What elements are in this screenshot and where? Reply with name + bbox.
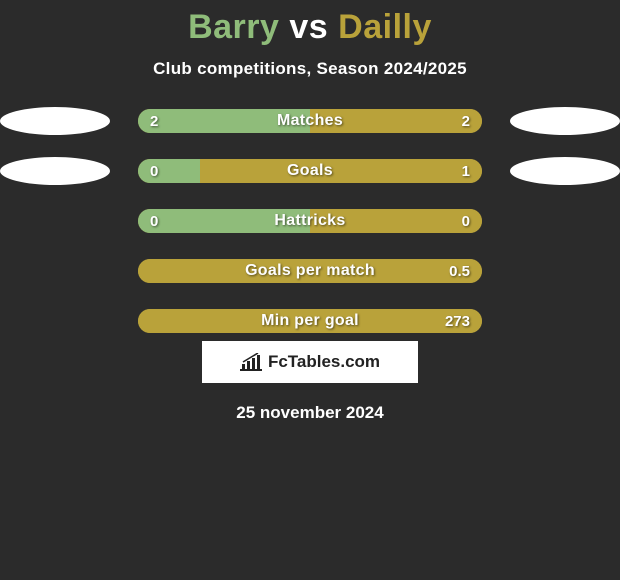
stat-row: 22Matches [0, 107, 620, 135]
brand-text: FcTables.com [268, 352, 380, 372]
stat-bar: 01Goals [138, 159, 482, 183]
spacer [0, 257, 110, 285]
stat-label: Goals per match [138, 259, 482, 283]
player1-name: Barry [188, 8, 279, 46]
chart-icon [240, 353, 262, 371]
spacer [510, 207, 620, 235]
stat-label: Matches [138, 109, 482, 133]
stat-bar: 0.5Goals per match [138, 259, 482, 283]
stat-label: Hattricks [138, 209, 482, 233]
stat-label: Min per goal [138, 309, 482, 333]
spacer [0, 207, 110, 235]
stat-row: 01Goals [0, 157, 620, 185]
comparison-card: Barry vs Dailly Club competitions, Seaso… [0, 0, 620, 423]
brand-badge: FcTables.com [202, 341, 418, 383]
player2-marker [510, 107, 620, 135]
stat-row: 273Min per goal [0, 307, 620, 335]
spacer [510, 307, 620, 335]
player1-marker [0, 157, 110, 185]
stat-row: 00Hattricks [0, 207, 620, 235]
player1-marker [0, 107, 110, 135]
player2-marker [510, 157, 620, 185]
subtitle: Club competitions, Season 2024/2025 [153, 59, 467, 79]
stat-bar: 273Min per goal [138, 309, 482, 333]
stats-chart: 22Matches 01Goals 00Hattricks 0.5Goals per … [0, 107, 620, 335]
player2-name: Dailly [338, 8, 432, 46]
date-text: 25 november 2024 [236, 403, 383, 423]
vs-text: vs [289, 8, 328, 46]
stat-bar: 22Matches [138, 109, 482, 133]
stat-row: 0.5Goals per match [0, 257, 620, 285]
stat-bar: 00Hattricks [138, 209, 482, 233]
spacer [0, 307, 110, 335]
spacer [510, 257, 620, 285]
stat-label: Goals [138, 159, 482, 183]
page-title: Barry vs Dailly [188, 8, 432, 47]
